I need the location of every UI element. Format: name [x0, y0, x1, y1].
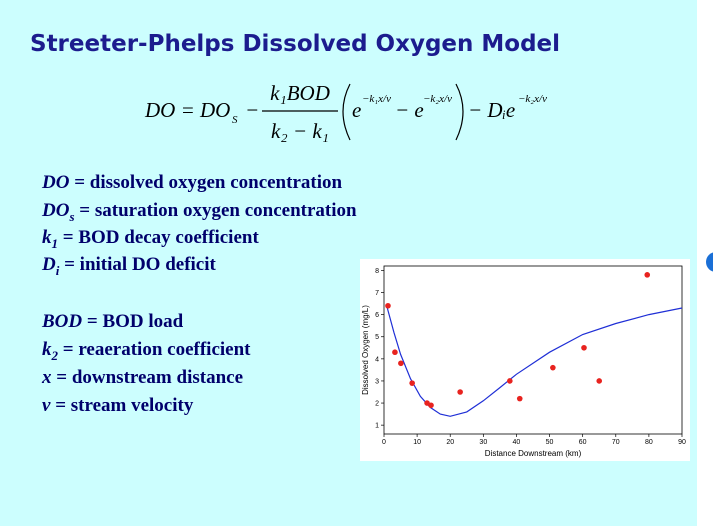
chart-background	[360, 259, 690, 461]
data-point	[409, 380, 415, 386]
x-tick-label: 0	[382, 439, 386, 446]
definition: Di = initial DO deficit	[41, 254, 217, 278]
y-tick-label: 8	[375, 268, 379, 275]
y-tick-label: 3	[375, 378, 379, 385]
x-tick-label: 70	[612, 439, 620, 446]
y-axis-label: Dissolved Oxygen (mg/L)	[361, 305, 370, 395]
eq-lhs-sub: S	[232, 114, 238, 126]
eq-exp3: −k₂x/v	[518, 93, 547, 105]
definition: k1 = BOD decay coefficient	[42, 227, 259, 251]
definition: BOD = BOD load	[41, 311, 184, 332]
eq-minus: −	[245, 98, 259, 122]
data-point	[581, 344, 587, 351]
decoration	[706, 252, 713, 272]
x-tick-label: 40	[513, 439, 521, 446]
x-tick-label: 30	[479, 439, 487, 446]
def-symbol: DO	[41, 200, 70, 221]
x-tick-label: 90	[678, 439, 686, 446]
def-sub: s	[68, 209, 74, 224]
definition: v = stream velocity	[42, 395, 194, 416]
definition: DOs = saturation oxygen concentration	[41, 200, 357, 224]
x-tick-label: 10	[413, 439, 421, 446]
def-sub: 1	[52, 236, 59, 251]
def-symbol: BOD	[41, 311, 82, 332]
y-tick-label: 7	[375, 290, 379, 297]
data-point	[644, 272, 651, 278]
eq-tail: − Dᵢe	[468, 98, 515, 122]
plot-frame	[383, 265, 683, 435]
data-point	[398, 360, 404, 367]
y-tick-label: 4	[375, 356, 379, 363]
def-text: = BOD load	[82, 311, 184, 332]
x-tick-label: 80	[645, 439, 653, 446]
eq-exp1: −k₁x/v	[362, 93, 391, 105]
data-point	[596, 378, 603, 384]
y-tick-label: 2	[375, 401, 379, 408]
eq-e1: e	[352, 98, 361, 122]
x-axis-label: Distance Downstream (km)	[485, 449, 582, 458]
def-symbol: x	[41, 367, 52, 388]
x-tick-label: 50	[546, 439, 554, 446]
y-tick-label: 5	[375, 334, 379, 341]
def-symbol: k	[42, 227, 52, 248]
data-point	[428, 402, 434, 409]
def-text: = saturation oxygen concentration	[75, 200, 358, 221]
def-text: = initial DO deficit	[59, 254, 216, 275]
definition: DO = dissolved oxygen concentration	[41, 172, 342, 193]
def-text: = dissolved oxygen concentration	[69, 172, 342, 193]
x-tick-label: 60	[579, 439, 587, 446]
data-point	[516, 395, 523, 402]
x-tick-label: 20	[446, 439, 454, 446]
eq-exp2: −k₂x/v	[423, 93, 452, 105]
def-sub: 2	[51, 348, 59, 363]
data-point	[392, 349, 398, 356]
equation: DO = DO S − k₁BOD k₂ − k₁ e −k₁x/v − e −…	[144, 81, 547, 143]
def-text: = downstream distance	[52, 367, 244, 388]
def-symbol: k	[42, 339, 52, 360]
paren	[342, 83, 351, 141]
eq-lhs: DO = DO	[144, 98, 230, 122]
eq-numerator: k₁BOD	[270, 81, 330, 105]
def-text: = BOD decay coefficient	[58, 227, 259, 248]
y-tick-label: 1	[375, 423, 379, 430]
def-sub: i	[56, 263, 60, 278]
eq-denominator: k₂ − k₁	[271, 119, 329, 143]
title: Streeter-Phelps Dissolved Oxygen Model	[30, 31, 560, 57]
def-text: = stream velocity	[50, 395, 193, 416]
def-symbol: DO	[41, 172, 70, 193]
data-point	[507, 378, 513, 384]
paren	[455, 83, 464, 141]
y-tick-label: 6	[375, 312, 379, 319]
data-point	[550, 364, 556, 371]
definition: x = downstream distance	[41, 367, 243, 388]
data-point	[385, 302, 391, 309]
definition: k2 = reaeration coefficient	[42, 339, 251, 363]
def-text: = reaeration coefficient	[58, 339, 251, 360]
def-symbol: v	[42, 395, 51, 416]
model-curve	[386, 307, 683, 417]
eq-e2: − e	[395, 98, 424, 122]
data-point	[457, 389, 463, 395]
def-symbol: D	[41, 254, 56, 275]
chart: 0 10 20 30 40 50 60 70 80 90 1 2 3 4 5 6 7 8 Distance Down…	[361, 265, 686, 458]
